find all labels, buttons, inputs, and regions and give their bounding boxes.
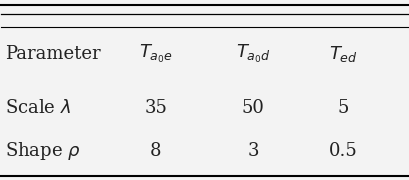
Text: Shape $\rho$: Shape $\rho$ [5, 140, 81, 162]
Text: $T_{a_0d}$: $T_{a_0d}$ [236, 43, 271, 65]
Text: 35: 35 [144, 99, 167, 117]
Text: Scale $\lambda$: Scale $\lambda$ [5, 99, 71, 117]
Text: 3: 3 [248, 142, 259, 160]
Text: 8: 8 [150, 142, 161, 160]
Text: 5: 5 [337, 99, 349, 117]
Text: $T_{ed}$: $T_{ed}$ [329, 44, 357, 64]
Text: $T_{a_0e}$: $T_{a_0e}$ [139, 43, 173, 65]
Text: Parameter: Parameter [5, 45, 100, 63]
Text: 0.5: 0.5 [329, 142, 357, 160]
Text: 50: 50 [242, 99, 265, 117]
